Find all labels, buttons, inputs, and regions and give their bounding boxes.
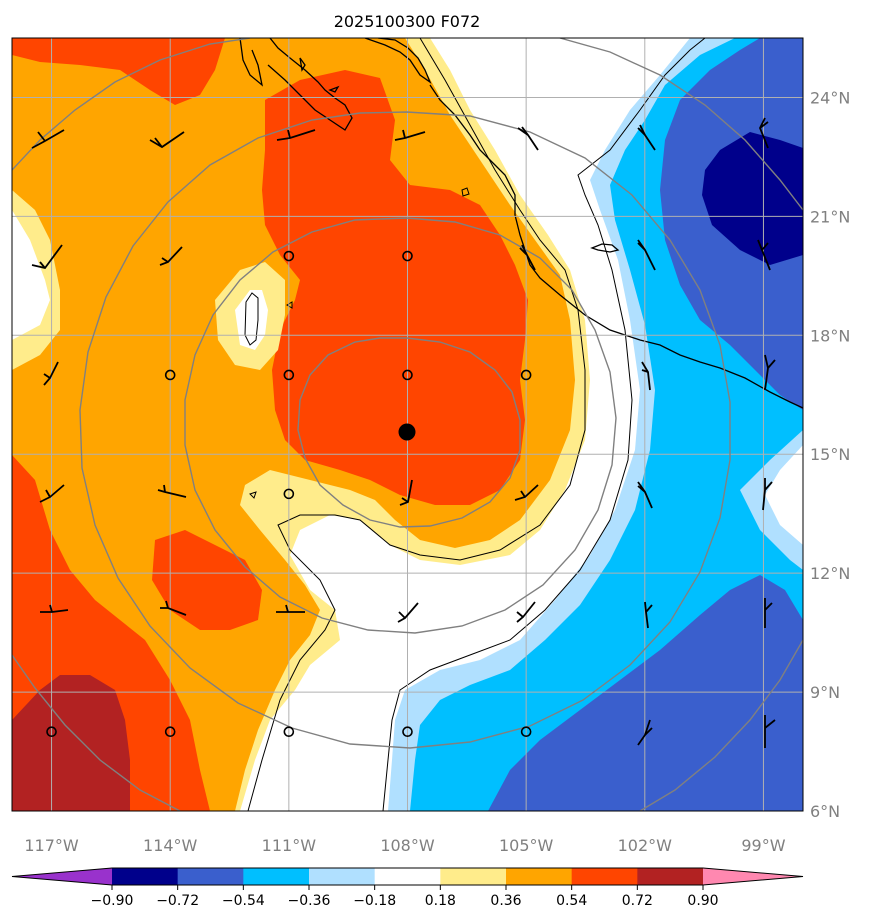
colorbar-tick-label: 0.18 [425, 893, 456, 909]
longitude-axis: 117°W 114°W 111°W 108°W 105°W 102°W 99°W [24, 836, 785, 855]
colorbar-segment [571, 868, 638, 885]
lat-tick-label: 6°N [810, 802, 840, 821]
colorbar-tick-label: −0.18 [353, 893, 396, 909]
colorbar-segment [637, 868, 704, 885]
lat-tick-label: 18°N [810, 326, 850, 345]
barb [157, 484, 187, 498]
lat-tick-label: 12°N [810, 564, 850, 583]
colorbar-tick-label: −0.54 [222, 893, 265, 909]
map-title: 2025100300 F072 [334, 12, 481, 31]
calm-circle [46, 726, 57, 738]
barb [399, 479, 413, 506]
lon-tick-label: 102°W [618, 836, 673, 855]
barb [40, 604, 69, 613]
map-panel [11, 37, 804, 812]
field-dark-red [12, 675, 130, 811]
barb [764, 354, 776, 391]
gridlines [12, 38, 803, 811]
barb [519, 244, 536, 271]
colorbar-segment [440, 868, 507, 885]
calm-circle [164, 726, 176, 738]
coastline [239, 38, 803, 409]
colorbar-segment [506, 868, 573, 885]
colorbar-segment [243, 868, 310, 885]
lon-tick-label: 117°W [24, 836, 79, 855]
colorbar-tick-label: −0.36 [288, 893, 331, 909]
map-field [12, 38, 803, 811]
barb [276, 604, 305, 613]
field-left-notch-white [12, 210, 50, 340]
lat-tick-label: 15°N [810, 445, 850, 464]
range-rings [12, 38, 803, 811]
calm-circle [402, 369, 413, 381]
lon-tick-label: 108°W [380, 836, 435, 855]
calm-circle [520, 726, 532, 738]
barb [637, 719, 653, 746]
field-red-orange-north [262, 70, 528, 505]
barb [762, 478, 773, 511]
calm-circle [283, 369, 295, 381]
barb [641, 361, 651, 391]
barb [43, 361, 59, 386]
barb [397, 602, 419, 623]
lon-tick-label: 105°W [499, 836, 554, 855]
colorbar-segment [177, 868, 244, 885]
colorbar-tick-label: 0.54 [556, 893, 587, 909]
barb [394, 129, 426, 141]
barb [764, 598, 773, 628]
barb [516, 601, 536, 623]
calm-circle [283, 488, 295, 500]
lon-tick-label: 111°W [262, 836, 317, 855]
map-frame [11, 37, 804, 812]
barb [31, 129, 65, 149]
field-red-orange-topleft [12, 38, 225, 105]
latitude-axis: 6°N 9°N 12°N 15°N 18°N 21°N 24°N [810, 88, 850, 821]
field-royal-blue-south [488, 575, 803, 811]
colorbar-tick-label: −0.90 [91, 893, 134, 909]
barb [644, 601, 653, 629]
field-right-notch-white [765, 445, 803, 545]
barb [39, 484, 65, 503]
barb [637, 124, 656, 151]
lon-tick-label: 114°W [143, 836, 198, 855]
colorbar-tick-label: −0.72 [156, 893, 199, 909]
calm-circle [402, 250, 413, 262]
lat-tick-label: 21°N [810, 207, 850, 226]
calm-circle [283, 726, 295, 738]
calm-circle [283, 250, 295, 262]
colorbar-extend-low [12, 868, 112, 885]
barb [514, 484, 539, 501]
barb [159, 246, 183, 266]
barb [637, 239, 656, 271]
barb [759, 117, 769, 149]
barb [517, 126, 539, 151]
calm-circle [402, 726, 413, 738]
colorbar-tick-label: 0.90 [687, 893, 718, 909]
storm-center-marker [398, 423, 416, 441]
lat-tick-label: 24°N [810, 88, 850, 107]
barb [764, 715, 776, 748]
barb [160, 600, 187, 616]
colorbar-extend-high [703, 868, 803, 885]
lon-tick-label: 99°W [741, 836, 785, 855]
barb [757, 239, 771, 271]
wind-barbs [31, 117, 776, 748]
calm-circle [520, 369, 532, 381]
colorbar-tick-label: 0.72 [622, 893, 653, 909]
colorbar-segment [374, 868, 441, 885]
colorbar: −0.90 −0.72 −0.54 −0.36 −0.18 0.18 0.36 0.54 0.7… [11, 867, 804, 909]
barb [637, 481, 653, 509]
colorbar-segment [309, 868, 376, 885]
colorbar-tick-label: 0.36 [490, 893, 521, 909]
barb [31, 244, 63, 270]
calm-markers [46, 250, 532, 738]
field-navy [702, 132, 803, 265]
lat-tick-label: 9°N [810, 683, 840, 702]
barb [149, 131, 185, 149]
calm-circle [164, 369, 176, 381]
colorbar-segment [112, 868, 179, 885]
barb [276, 129, 316, 141]
